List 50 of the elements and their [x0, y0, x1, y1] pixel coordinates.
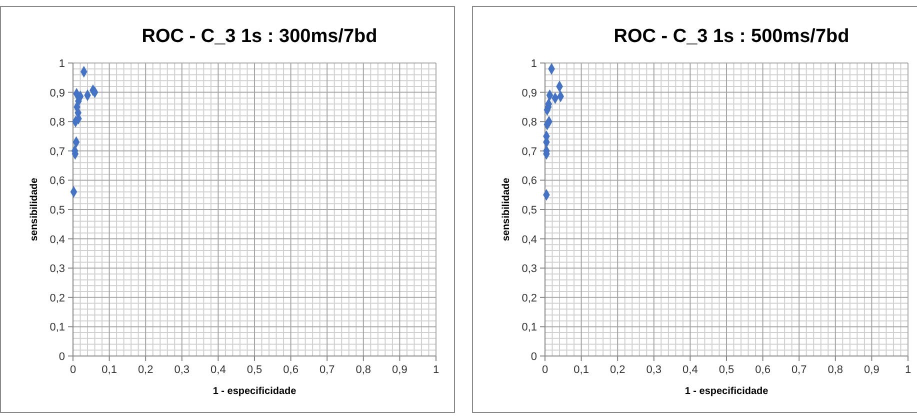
y-tick-label: 0,2 — [522, 292, 537, 304]
y-axis-title: sensibilidade — [29, 177, 40, 242]
y-tick-label: 0,1 — [522, 322, 537, 334]
x-tick-label: 0,5 — [246, 364, 262, 376]
y-tick-label: 0,5 — [522, 204, 537, 216]
y-tick-label: 0,4 — [522, 234, 537, 246]
x-tick-label: 0,6 — [283, 364, 298, 376]
x-tick-label: 1 — [904, 364, 912, 376]
x-tick-label: 0,3 — [174, 364, 190, 376]
y-tick-label: 0,5 — [50, 204, 65, 216]
y-tick-label: 0,9 — [50, 87, 65, 100]
x-tick-label: 0,9 — [864, 364, 880, 376]
x-axis-title: 1 - especificidade — [684, 386, 769, 397]
y-tick-label: 0,4 — [50, 234, 65, 246]
x-tick-label: 0,9 — [392, 364, 408, 376]
y-tick-label: 0,8 — [50, 116, 65, 129]
chart-title: ROC - C_3 1s : 300ms/7bd — [142, 26, 378, 47]
x-tick-label: 0,1 — [102, 364, 117, 376]
x-tick-label: 0,6 — [755, 364, 770, 376]
x-tick-label: 0,2 — [138, 364, 154, 376]
x-tick-label: 0 — [70, 364, 76, 376]
x-tick-label: 0,7 — [319, 364, 335, 376]
x-tick-label: 1 — [432, 364, 440, 376]
y-tick-label: 0 — [58, 351, 65, 363]
y-tick-label: 0,3 — [50, 263, 65, 276]
y-tick-label: 0,1 — [50, 322, 65, 334]
y-tick-label: 0,9 — [522, 87, 537, 100]
y-tick-label: 1 — [530, 58, 537, 70]
y-tick-label: 0,6 — [50, 175, 65, 188]
y-tick-label: 0 — [530, 351, 537, 363]
x-tick-label: 0,1 — [574, 364, 589, 376]
y-tick-label: 0,8 — [522, 116, 537, 129]
x-tick-label: 0,3 — [646, 364, 662, 376]
x-tick-label: 0,8 — [828, 364, 844, 376]
x-tick-label: 0,4 — [210, 364, 226, 376]
x-tick-label: 0,5 — [718, 364, 734, 376]
x-tick-label: 0,2 — [610, 364, 626, 376]
y-tick-label: 1 — [58, 58, 65, 70]
y-tick-label: 0,7 — [522, 146, 537, 158]
y-tick-label: 0,7 — [50, 146, 65, 158]
x-axis-title: 1 - especificidade — [212, 386, 297, 397]
y-tick-label: 0,3 — [522, 263, 537, 276]
chart-title: ROC - C_3 1s : 500ms/7bd — [614, 26, 850, 47]
y-axis-title: sensibilidade — [501, 177, 512, 242]
x-tick-label: 0,4 — [682, 364, 698, 376]
y-tick-label: 0,2 — [50, 292, 65, 304]
x-tick-label: 0,7 — [791, 364, 807, 376]
y-tick-label: 0,6 — [522, 175, 537, 188]
x-tick-label: 0 — [542, 364, 548, 376]
x-tick-label: 0,8 — [356, 364, 372, 376]
